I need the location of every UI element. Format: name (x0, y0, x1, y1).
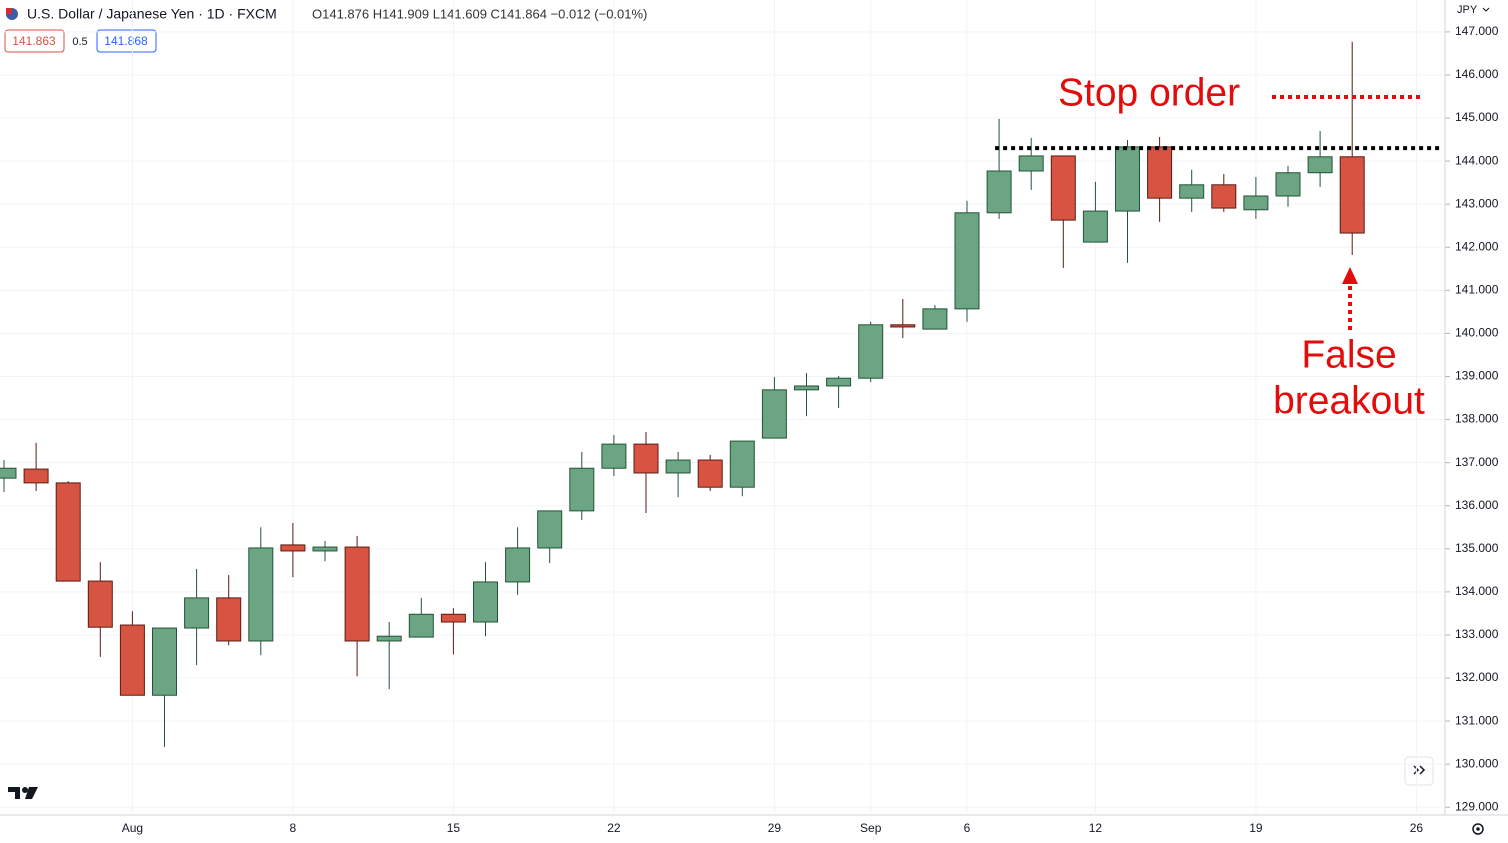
candle-body (922, 308, 948, 330)
candle-body (1018, 155, 1044, 172)
y-tick-label: 139.000 (1455, 369, 1499, 383)
candle-body (1050, 155, 1076, 221)
y-tick-label: 136.000 (1455, 498, 1499, 512)
x-tick-label: 29 (768, 821, 782, 835)
candles (0, 41, 1365, 747)
x-tick-label: Sep (860, 821, 882, 835)
sell-button[interactable] (4, 29, 65, 53)
buy-price: 141.868 (104, 34, 148, 48)
x-tick-label: Aug (122, 821, 143, 835)
candle-body (55, 482, 81, 582)
candle-body (280, 544, 306, 552)
candle-body (1211, 184, 1237, 209)
scroll-button[interactable] (1404, 756, 1434, 786)
candle-body (1275, 172, 1301, 197)
candle-body (248, 547, 274, 642)
candle-body (954, 212, 980, 310)
candle-body (601, 443, 627, 469)
candle-body (1082, 210, 1108, 243)
y-tick-label: 140.000 (1455, 326, 1499, 340)
candle-body (729, 440, 755, 488)
candle-body (152, 627, 177, 696)
candle-body (794, 385, 819, 391)
logo-part (25, 787, 38, 799)
x-tick-label: 6 (964, 821, 971, 835)
candle-body (858, 324, 884, 379)
y-tick-label: 135.000 (1455, 541, 1499, 555)
candle-body (1147, 146, 1173, 199)
x-tick-label: 15 (447, 821, 461, 835)
candle-body (184, 597, 210, 629)
candle-body (87, 580, 113, 628)
false-breakout-label: False (1301, 333, 1396, 376)
false-breakout-label: breakout (1273, 379, 1425, 422)
spread: 0.5 (72, 36, 87, 48)
candle-body (826, 377, 852, 387)
x-tick-label: 8 (290, 821, 297, 835)
y-tick-label: 137.000 (1455, 455, 1499, 469)
y-tick-label: 147.000 (1455, 24, 1499, 38)
candle-body (1115, 146, 1140, 212)
candle-body (505, 547, 531, 583)
y-tick-label: 132.000 (1455, 670, 1499, 684)
candle-body (697, 459, 723, 488)
ohlc-values: O141.876 H141.909 L141.609 C141.864 −0.0… (312, 6, 647, 21)
y-tick-label: 141.000 (1455, 283, 1499, 297)
y-tick-label: 142.000 (1455, 239, 1499, 253)
y-tick-label: 146.000 (1455, 67, 1499, 81)
candle-body (23, 468, 49, 484)
candle-body (569, 467, 595, 512)
tv-logo (8, 787, 38, 799)
currency-chevron (1482, 7, 1490, 12)
candle-body (312, 546, 338, 552)
candle-body (119, 624, 145, 696)
y-tick-label: 144.000 (1455, 153, 1499, 167)
candle-body (761, 389, 787, 439)
candle-body (986, 170, 1012, 214)
y-tick-label: 130.000 (1455, 756, 1499, 770)
flag-icon-part (6, 8, 12, 14)
candle-body (216, 597, 242, 642)
logo-part (8, 787, 20, 799)
x-tick-label: 22 (607, 821, 621, 835)
y-tick-label: 138.000 (1455, 412, 1499, 426)
x-tick-label: 19 (1249, 821, 1263, 835)
stop-order-label: Stop order (1058, 71, 1240, 114)
candle-body (376, 635, 402, 642)
logo-part (22, 787, 28, 793)
candle-body (633, 443, 659, 474)
candle-body (1243, 195, 1269, 211)
candle-body (0, 467, 17, 479)
settings-icon[interactable] (1472, 823, 1484, 835)
candle-body (440, 613, 466, 623)
y-tick-label: 133.000 (1455, 627, 1499, 641)
y-tick-label: 134.000 (1455, 584, 1499, 598)
candle-body (1339, 156, 1365, 234)
currency-label[interactable]: JPY (1457, 4, 1478, 16)
candle-body (344, 546, 370, 642)
candle-body (1307, 156, 1333, 174)
candle-body (537, 510, 563, 549)
y-tick-label: 129.000 (1455, 799, 1499, 813)
candle-body (665, 459, 691, 474)
scroll-icon (1413, 765, 1426, 775)
sell-price: 141.863 (12, 34, 56, 48)
y-tick-label: 143.000 (1455, 196, 1499, 210)
x-tick-label: 26 (1410, 821, 1424, 835)
candle-body (473, 581, 498, 623)
candle-body (1179, 184, 1205, 199)
breakout-arrow-head (1342, 267, 1358, 284)
settings-icon-center (1476, 827, 1480, 831)
buy-button[interactable] (96, 29, 157, 53)
y-tick-label: 131.000 (1455, 713, 1499, 727)
candle-body (408, 613, 434, 638)
symbol-title: U.S. Dollar / Japanese Yen · 1D · FXCM (27, 6, 277, 22)
x-tick-label: 12 (1089, 821, 1103, 835)
candle-body (890, 324, 916, 328)
y-tick-label: 145.000 (1455, 110, 1499, 124)
